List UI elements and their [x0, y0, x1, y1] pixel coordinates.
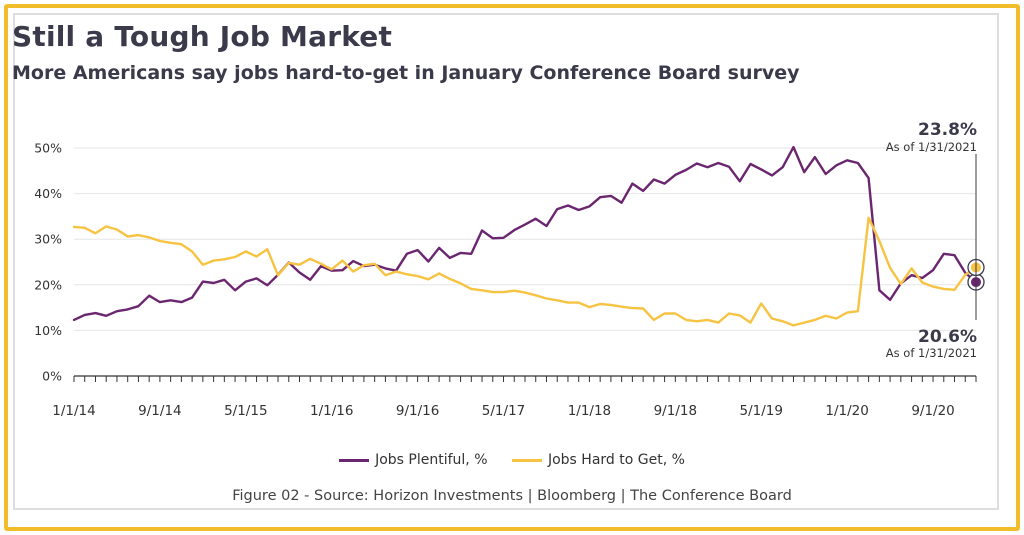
x-tick-label: 1/1/20	[825, 403, 868, 419]
chart-title: Still a Tough Job Market	[12, 20, 393, 53]
legend-item-hard-to-get: Jobs Hard to Get, %	[511, 452, 685, 468]
x-axis: 1/1/14 9/1/14 5/1/15 1/1/16 9/1/16 5/1/17 1/1/…	[52, 375, 977, 419]
x-tick-label: 5/1/17	[482, 403, 525, 419]
y-tick-label: 40%	[34, 186, 62, 201]
legend-item-plentiful: Jobs Plentiful, %	[339, 452, 488, 468]
chart-subtitle: More Americans say jobs hard-to-get in J…	[12, 62, 800, 84]
legend-swatch-hard-to-get	[511, 458, 542, 462]
plentiful-callout-date: As of 1/31/2021	[886, 346, 977, 360]
x-tick-label: 1/1/18	[568, 403, 611, 419]
x-tick-label: 1/1/16	[310, 403, 353, 419]
x-tick-label: 9/1/20	[911, 403, 954, 419]
figure-panel	[13, 13, 999, 510]
y-tick-label: 10%	[34, 323, 62, 338]
x-tick-label: 5/1/19	[740, 403, 783, 419]
x-tick-label: 5/1/15	[224, 403, 267, 419]
series-line-plentiful	[72, 145, 978, 322]
end-callouts: 23.8% As of 1/31/2021 20.6% As of 1/31/2…	[886, 120, 977, 360]
y-tick-label: 50%	[34, 141, 62, 156]
y-tick-label: 30%	[34, 232, 62, 247]
legend: Jobs Plentiful, % Jobs Hard to Get, %	[0, 452, 1024, 468]
series-line-hard-to-get	[72, 216, 978, 327]
x-tick-label: 9/1/16	[396, 403, 439, 419]
hard-to-get-callout-value: 23.8%	[918, 120, 977, 140]
legend-label-plentiful: Jobs Plentiful, %	[375, 452, 488, 468]
hard-to-get-callout-date: As of 1/31/2021	[886, 140, 977, 154]
legend-swatch-plentiful	[339, 458, 370, 462]
x-tick-label: 1/1/14	[52, 403, 95, 419]
y-tick-label: 20%	[34, 277, 62, 292]
plentiful-callout-value: 20.6%	[918, 327, 977, 347]
source-note: Figure 02 - Source: Horizon Investments …	[232, 488, 792, 504]
x-tick-label: 9/1/14	[138, 403, 181, 419]
gridlines	[74, 147, 976, 331]
series-lines	[72, 145, 985, 327]
y-tick-label: 0%	[42, 369, 62, 384]
legend-label-hard-to-get: Jobs Hard to Get, %	[547, 452, 685, 468]
y-axis: 0% 10% 20% 30% 40% 50%	[34, 141, 62, 384]
x-tick-label: 9/1/18	[654, 403, 697, 419]
